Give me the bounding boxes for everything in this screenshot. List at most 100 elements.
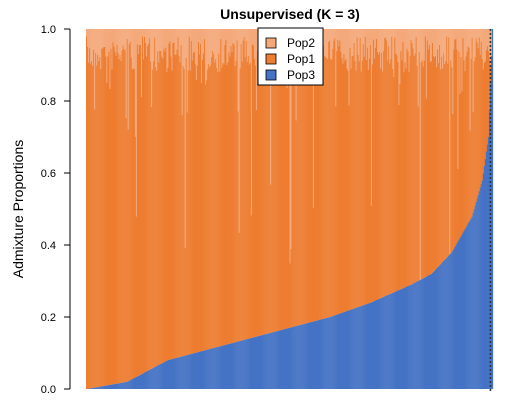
bar-pop3-286: [375, 300, 378, 389]
bar-pop3-131: [218, 346, 220, 389]
bar-pop2-281: [370, 29, 373, 206]
bar-pop2-275: [364, 29, 366, 38]
bar-pop1-118: [205, 84, 207, 351]
bar-pop1-287: [377, 51, 379, 300]
bar-pop1-131: [218, 53, 220, 347]
bar-pop2-384: [475, 29, 477, 39]
bar-pop1-378: [469, 130, 471, 220]
bar-pop3-357: [448, 255, 450, 389]
bar-pop1-196: [284, 55, 286, 330]
bar-pop1-193: [281, 65, 283, 330]
bar-pop3-223: [311, 321, 314, 389]
bar-pop3-246: [335, 314, 337, 389]
bar-pop3-77: [163, 362, 165, 389]
legend-label-pop1: Pop1: [287, 52, 315, 66]
bar-pop3-297: [387, 295, 389, 389]
bar-pop1-194: [282, 38, 284, 330]
bar-pop1-166: [253, 58, 256, 338]
bar-pop1-94: [180, 44, 182, 357]
bar-pop1-204: [292, 68, 294, 327]
bar-pop3-75: [161, 363, 163, 389]
bar-pop3-339: [429, 274, 432, 389]
bar-pop1-271: [360, 71, 362, 306]
bar-pop2-52: [137, 29, 140, 54]
bar-pop3-237: [326, 317, 328, 389]
bar-pop1-369: [460, 56, 462, 237]
bar-pop1-172: [259, 54, 262, 336]
bar-pop2-84: [170, 29, 172, 57]
bar-pop2-86: [172, 29, 174, 43]
bar-pop2-82: [168, 29, 170, 44]
bar-pop2-96: [182, 29, 184, 66]
bar-pop1-170: [257, 59, 260, 337]
bar-pop3-263: [352, 308, 354, 389]
bar-pop1-22: [107, 56, 109, 386]
bar-pop2-29: [114, 29, 116, 52]
bar-pop2-343: [433, 29, 436, 58]
bar-pop2-235: [324, 29, 326, 57]
bar-pop3-353: [444, 259, 446, 389]
bar-pop2-113: [199, 29, 202, 44]
bar-pop3-383: [474, 205, 476, 389]
bar-pop1-135: [222, 62, 224, 346]
bar-pop2-276: [365, 29, 367, 60]
bar-pop1-281: [370, 205, 373, 303]
bar-pop1-163: [250, 215, 253, 338]
bar-pop2-142: [229, 29, 231, 57]
bar-pop2-110: [196, 29, 199, 66]
bar-pop2-153: [240, 29, 242, 44]
bar-pop1-191: [279, 63, 281, 331]
bar-pop1-151: [238, 232, 240, 342]
bar-pop2-97: [183, 29, 185, 69]
bar-pop2-279: [368, 29, 371, 59]
bar-pop2-270: [359, 29, 361, 38]
bar-pop2-313: [403, 29, 405, 73]
bar-pop1-85: [171, 70, 173, 360]
bar-pop3-148: [235, 342, 237, 389]
bar-pop3-143: [230, 343, 232, 389]
bar-pop3-376: [467, 223, 469, 389]
bar-pop1-273: [362, 44, 364, 306]
bar-pop1-218: [306, 61, 308, 324]
bar-pop3-175: [263, 334, 265, 389]
bar-pop2-283: [372, 29, 375, 40]
bar-pop2-100: [186, 29, 188, 113]
bar-pop3-232: [321, 319, 323, 389]
bar-pop3-260: [349, 309, 351, 389]
bar-pop3-188: [276, 331, 278, 389]
bar-pop3-204: [292, 326, 294, 389]
bar-pop2-15: [100, 29, 102, 69]
bar-pop2-272: [361, 29, 363, 61]
bar-pop3-70: [156, 366, 158, 389]
bar-pop2-394: [485, 29, 488, 51]
bar-pop3-397: [488, 110, 491, 389]
bar-pop2-51: [136, 29, 139, 45]
legend-label-pop3: Pop3: [287, 68, 315, 82]
bar-pop2-41: [126, 29, 128, 39]
bar-pop3-139: [226, 344, 228, 389]
bar-pop3-350: [441, 263, 443, 389]
bar-pop3-295: [385, 295, 387, 389]
bar-pop1-105: [191, 60, 193, 354]
bar-pop3-284: [373, 300, 376, 389]
bar-pop3-311: [401, 288, 403, 389]
bar-pop1-326: [416, 65, 418, 282]
bar-pop3-202: [290, 327, 292, 389]
bar-pop3-62: [148, 370, 150, 389]
bar-pop1-129: [216, 68, 218, 348]
legend-swatch-pop2: [265, 37, 277, 49]
bar-pop2-155: [242, 29, 244, 41]
bar-pop3-304: [394, 291, 396, 389]
bar-pop2-8: [93, 29, 95, 50]
bar-pop3-165: [252, 337, 255, 389]
bar-pop1-149: [236, 40, 238, 342]
bar-pop1-224: [312, 207, 315, 322]
bar-pop2-388: [479, 29, 481, 55]
bar-pop3-191: [279, 330, 281, 389]
bar-pop3-245: [334, 315, 336, 389]
bar-pop2-80: [166, 29, 168, 72]
bar-pop2-341: [431, 29, 434, 43]
bar-pop1-122: [209, 66, 211, 350]
bar-pop3-309: [399, 289, 401, 389]
bar-pop1-297: [387, 60, 389, 296]
